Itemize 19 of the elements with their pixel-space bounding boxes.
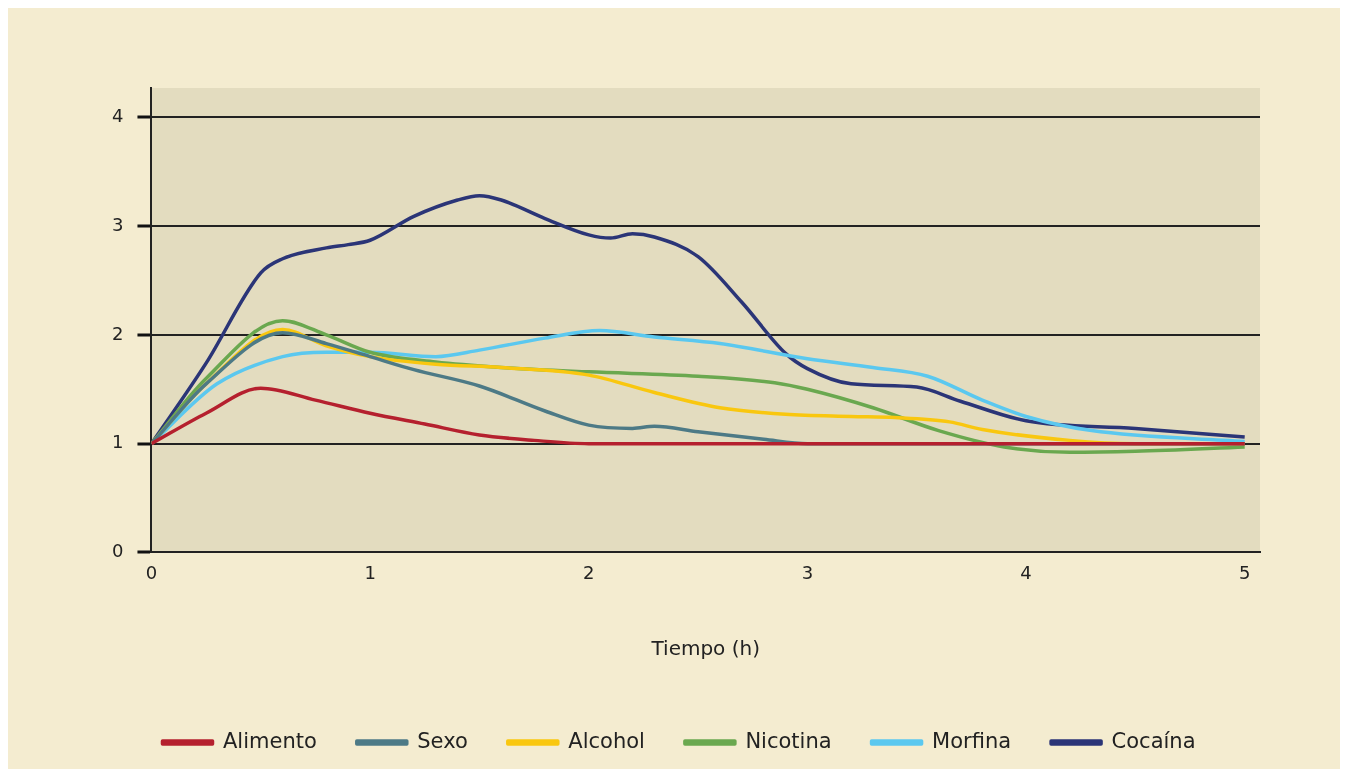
x-tick-label: 0 [145, 561, 158, 583]
legend-label: Alimento [222, 728, 317, 753]
x-tick-label: 3 [801, 561, 814, 583]
legend-label: Morfina [932, 728, 1012, 753]
y-tick-label: 4 [112, 105, 124, 127]
x-tick-label: 1 [364, 561, 376, 583]
legend-label: Nicotina [745, 728, 832, 753]
y-tick-label: 2 [112, 322, 124, 344]
y-tick-label: 3 [112, 213, 124, 235]
x-tick-label: 4 [1020, 561, 1032, 583]
legend-label: Cocaína [1111, 728, 1196, 753]
x-tick-label: 2 [583, 561, 595, 583]
x-tick-label: 5 [1238, 561, 1251, 583]
x-axis-title: Tiempo (h) [650, 636, 760, 661]
legend-label: Sexo [417, 728, 468, 753]
y-tick-label: 0 [112, 540, 124, 562]
line-series [151, 386, 1247, 446]
legend-label: Alcohol [568, 728, 645, 753]
y-tick-label: 1 [112, 431, 124, 453]
